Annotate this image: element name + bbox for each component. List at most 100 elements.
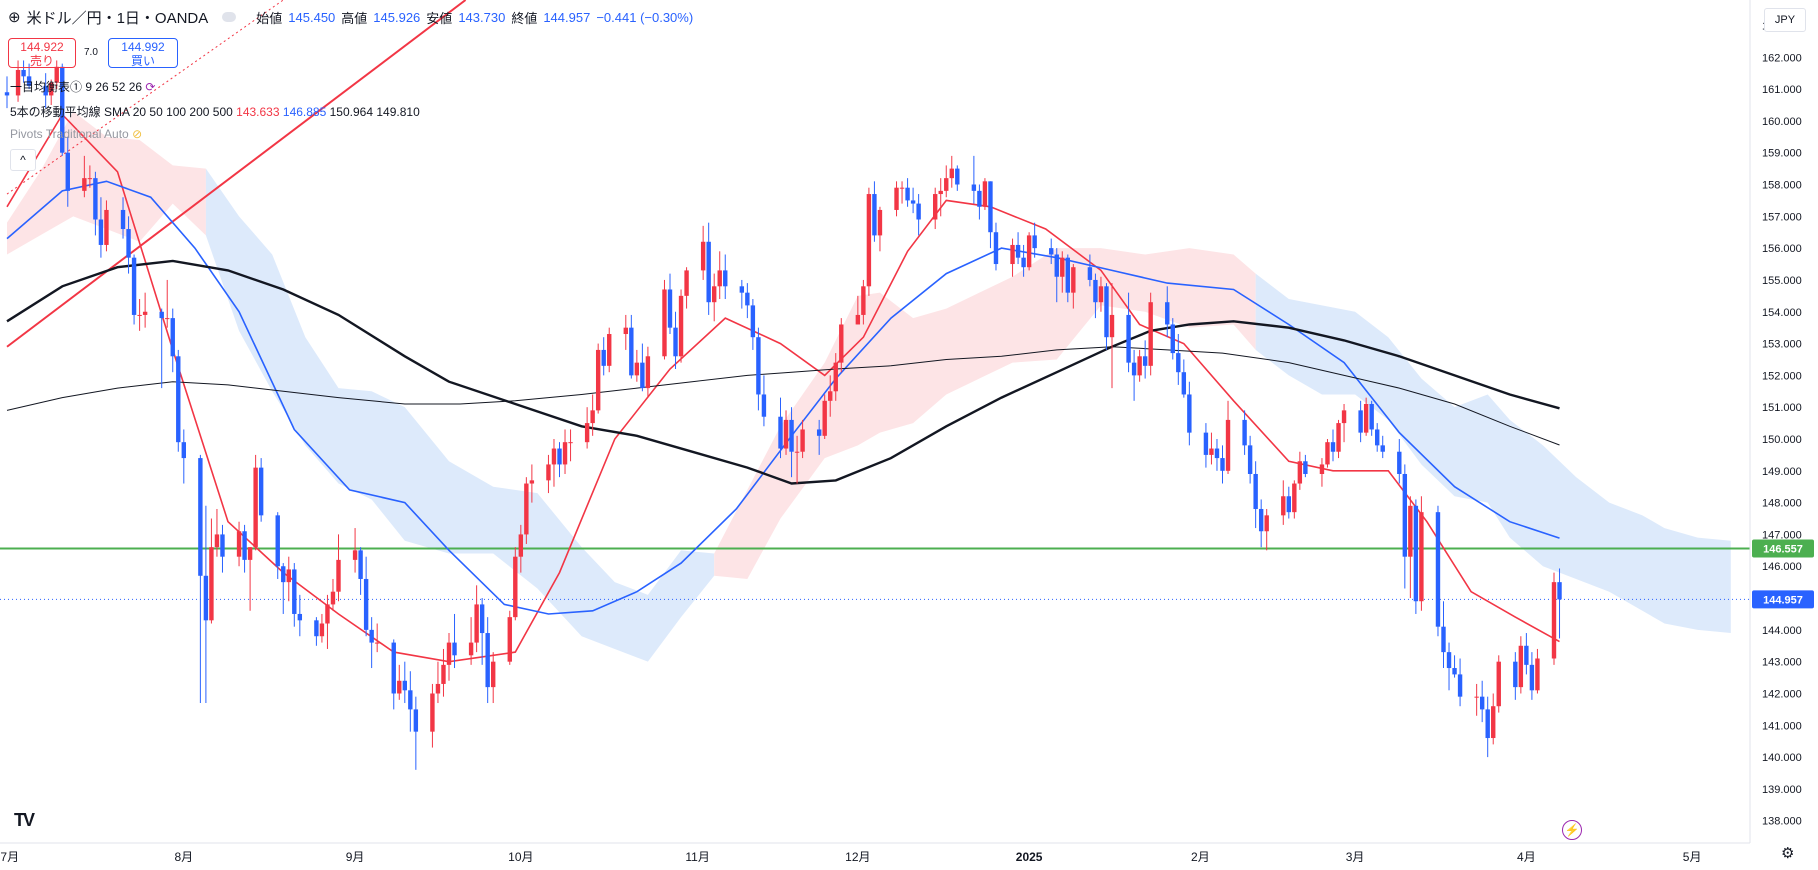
plot-area: [0, 0, 1750, 770]
collapse-legend-button[interactable]: ^: [10, 149, 36, 171]
candle-body: [1054, 254, 1059, 277]
candle-body: [1518, 645, 1524, 688]
candle-body: [905, 187, 910, 201]
candle-body: [60, 66, 65, 153]
candle-body: [1214, 448, 1220, 459]
candle-body: [26, 76, 32, 86]
candle-body: [87, 178, 93, 180]
candle-body: [1330, 442, 1336, 452]
candle-body: [971, 184, 977, 191]
x-tick-label: 5月: [1683, 850, 1702, 864]
candle-body: [706, 241, 711, 303]
candle-body: [1142, 356, 1148, 366]
candle-body: [1397, 451, 1402, 474]
candle-body: [82, 178, 87, 191]
candle-body: [756, 337, 761, 395]
candle-body: [485, 633, 490, 688]
symbol-title[interactable]: 米ドル／円・1日・OANDA: [26, 9, 209, 27]
candle-body: [673, 327, 678, 357]
candle-body: [789, 419, 794, 452]
candle-body: [49, 82, 54, 96]
candle-body: [546, 464, 551, 481]
candle-body: [629, 327, 634, 376]
candle-body: [142, 311, 148, 315]
low-value: 143.730: [458, 9, 506, 25]
sma-legend[interactable]: 5本の移動平均線 SMA 20 50 100 200 500 143.633 1…: [10, 103, 420, 120]
candle-body: [1220, 458, 1225, 471]
sma200-value: 149.810: [376, 105, 420, 119]
candle-body: [1535, 658, 1540, 691]
buy-button[interactable]: 144.992 買い: [108, 38, 178, 68]
candle-body: [955, 168, 960, 185]
candle-body: [1060, 257, 1065, 277]
candle-body: [1264, 515, 1269, 532]
candle-body: [413, 709, 419, 732]
candle-body: [209, 547, 214, 621]
candle-body: [170, 318, 175, 357]
candle-body: [1176, 353, 1181, 373]
symbol-flag-icon: ⊕: [8, 9, 21, 26]
candle-body: [1071, 267, 1076, 293]
candle-body: [822, 400, 827, 436]
y-tick-label: 159.000: [1762, 148, 1802, 160]
candle-body: [518, 534, 524, 557]
y-tick-label: 161.000: [1762, 84, 1802, 96]
buy-label: 買い: [130, 54, 155, 68]
candle-body: [1363, 404, 1369, 433]
candle-body: [1093, 279, 1098, 303]
candle-body: [745, 292, 750, 306]
candle-body: [861, 286, 866, 315]
candle-body: [938, 190, 943, 195]
candle-body: [1137, 356, 1142, 376]
candle-body: [1087, 267, 1093, 280]
candle-body: [1281, 496, 1286, 516]
cloud-bullish: [7, 111, 206, 255]
symbol-row: ⊕ 米ドル／円・1日・OANDA 始値 145.450 高値 145.926 安…: [8, 6, 693, 28]
pivots-legend[interactable]: Pivots Traditional Auto ⊘: [10, 127, 142, 141]
candle-body: [1557, 582, 1562, 600]
candle-body: [1303, 461, 1308, 474]
candle-body: [1446, 652, 1452, 669]
candle-body: [513, 556, 518, 618]
refresh-icon[interactable]: ⟳: [145, 80, 156, 94]
candle-body: [1529, 664, 1535, 691]
candle-body: [700, 241, 706, 271]
sma100-value: 150.964: [329, 105, 374, 119]
y-tick-label: 157.000: [1762, 211, 1802, 223]
candle-body: [330, 591, 336, 605]
ichimoku-legend[interactable]: 一目均衡表① 9 26 52 26 ⟳: [10, 78, 155, 95]
candle-body: [236, 531, 242, 557]
currency-unit[interactable]: JPY: [1764, 8, 1806, 32]
trendline: [6, 0, 467, 348]
y-tick-label: 142.000: [1762, 688, 1802, 700]
candle-body: [557, 448, 562, 465]
candle-body: [944, 178, 949, 191]
candle-body: [839, 324, 844, 363]
candle-body: [1049, 248, 1054, 255]
candle-body: [286, 569, 291, 583]
y-tick-label: 141.000: [1762, 720, 1802, 732]
gear-icon[interactable]: ⚙: [1781, 845, 1795, 862]
candle-body: [253, 467, 258, 548]
hidden-eye-icon[interactable]: ⊘: [132, 127, 143, 141]
candle-body: [794, 451, 800, 453]
candle-body: [1286, 496, 1291, 513]
x-tick-label: 12月: [845, 850, 870, 864]
candle-body: [203, 575, 209, 621]
candle-body: [667, 289, 673, 328]
y-tick-label: 148.000: [1762, 498, 1802, 510]
candle-body: [601, 349, 606, 366]
candle-body: [21, 69, 26, 77]
market-status-icon[interactable]: [222, 12, 237, 22]
tradingview-logo[interactable]: TV: [14, 810, 35, 830]
candle-body: [1292, 483, 1297, 513]
lightning-icon[interactable]: ⚡: [1562, 820, 1582, 840]
y-tick-label: 138.000: [1762, 816, 1802, 828]
candle-body: [524, 483, 529, 535]
candle-body: [717, 270, 722, 287]
candle-body: [778, 416, 783, 449]
sell-button[interactable]: 144.922 売り: [8, 38, 76, 68]
candle-body: [126, 229, 131, 258]
series-line-sma-50: [6, 180, 1560, 615]
